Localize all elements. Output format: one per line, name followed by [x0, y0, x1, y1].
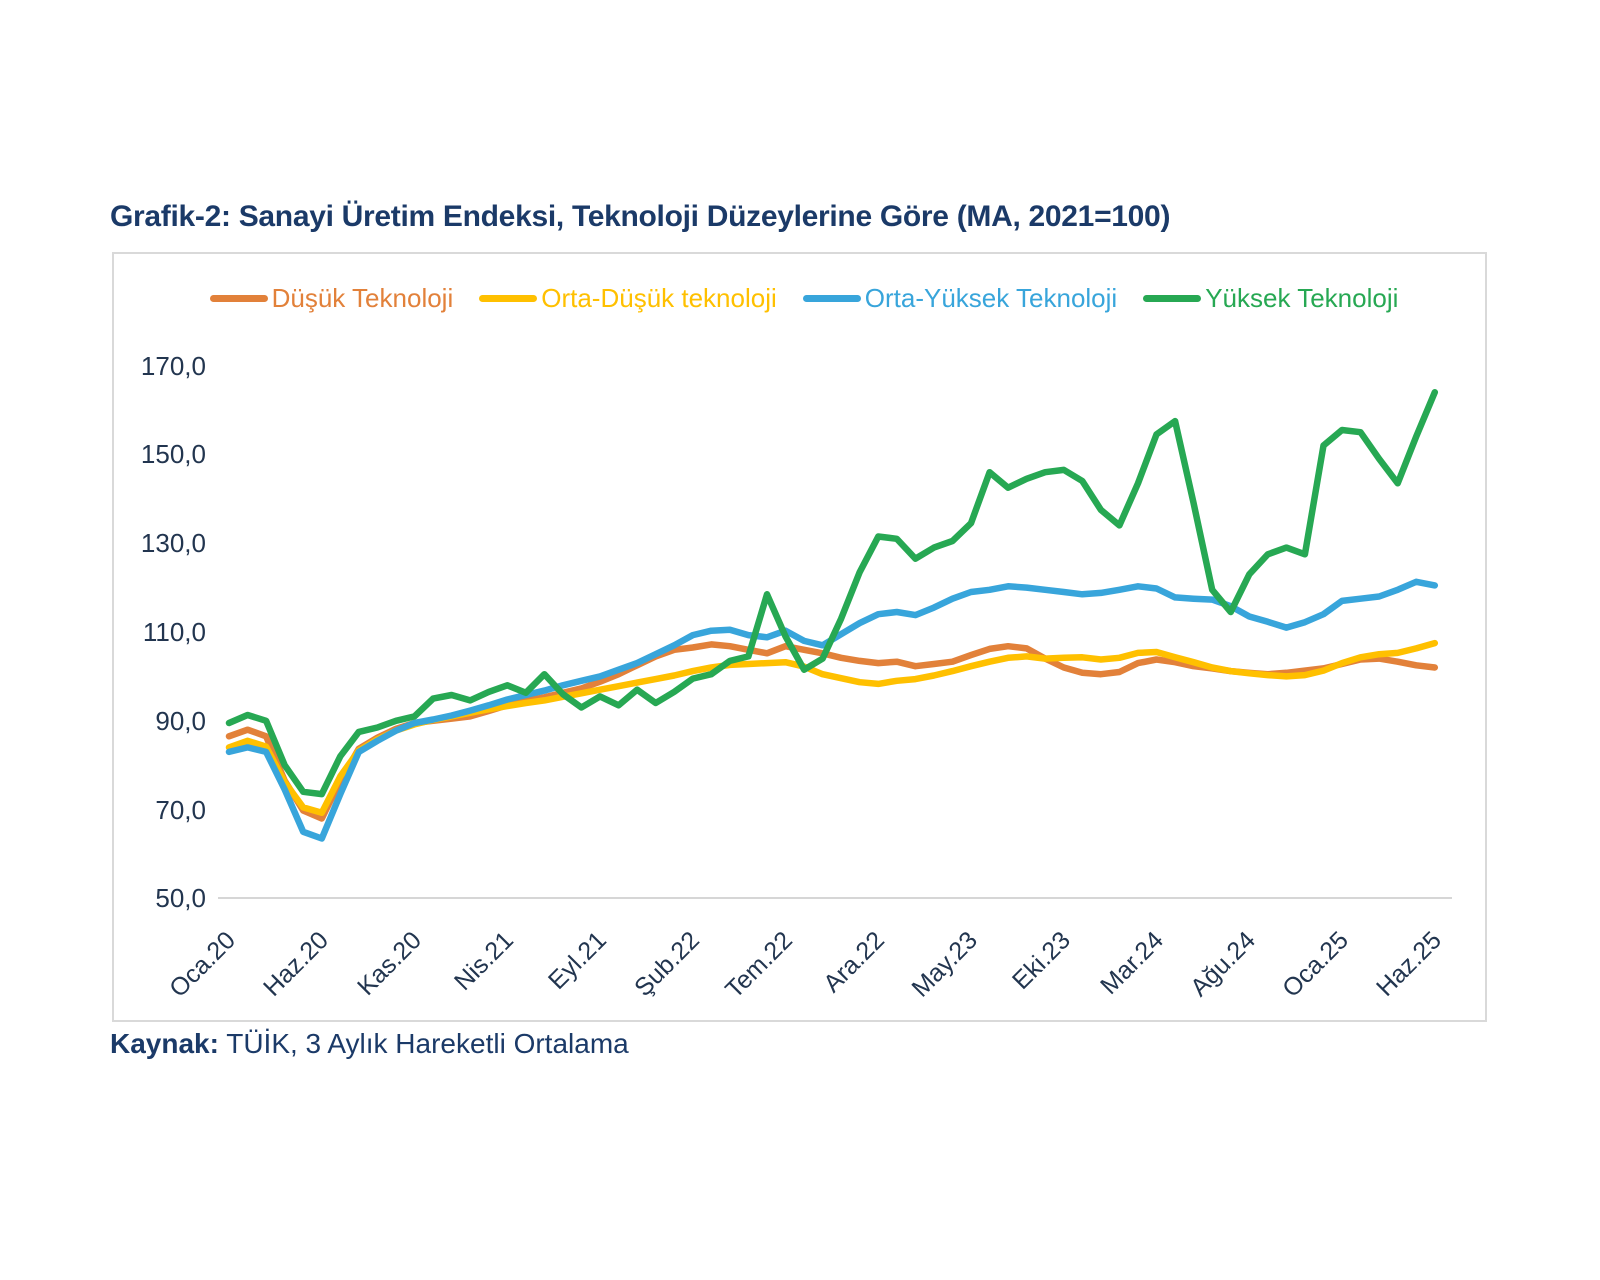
- legend-item-orta-d-k-teknoloji: Orta-Düşük teknoloji: [479, 283, 777, 314]
- chart-area: Düşük Teknoloji Orta-Düşük teknoloji Orta-…: [112, 252, 1487, 1022]
- legend-line-icon: [1143, 294, 1202, 302]
- legend-label: Orta-Düşük teknoloji: [541, 282, 777, 313]
- y-tick-label: 150,0: [140, 439, 206, 470]
- y-tick-label: 90,0: [155, 705, 206, 736]
- legend-item-orta-y-ksek-teknoloji: Orta-Yüksek Teknoloji: [802, 282, 1118, 314]
- legend-item-d-k-teknoloji: Düşük Teknoloji: [209, 282, 454, 314]
- series-line-orta-y-ksek-teknoloji: [225, 578, 1439, 842]
- series-line-y-ksek-teknoloji: [225, 388, 1439, 798]
- y-tick-label: 110,0: [142, 617, 206, 647]
- legend-line-icon: [802, 294, 861, 302]
- legend-line-icon: [479, 294, 538, 302]
- source-label: Kaynak:: [110, 1028, 219, 1059]
- legend-label: Orta-Yüksek Teknoloji: [864, 282, 1118, 313]
- legend: Düşük Teknoloji Orta-Düşük teknoloji Orta-…: [174, 280, 1434, 316]
- y-tick-label: 70,0: [155, 794, 206, 825]
- legend-label: Düşük Teknoloji: [271, 282, 454, 313]
- source-text: TÜİK, 3 Aylık Hareketli Ortalama: [218, 1028, 629, 1059]
- chart-title: Grafik-2: Sanayi Üretim Endeksi, Teknolo…: [110, 200, 1171, 233]
- legend-line-icon: [209, 294, 268, 302]
- x-axis-line: [218, 897, 1452, 899]
- source-note: Kaynak: TÜİK, 3 Aylık Hareketli Ortalama: [110, 1028, 629, 1060]
- y-tick-label: 130,0: [140, 528, 206, 559]
- legend-item-y-ksek-teknoloji: Yüksek Teknoloji: [1143, 283, 1398, 314]
- plot-canvas: [225, 388, 1439, 842]
- legend-label: Yüksek Teknoloji: [1205, 282, 1399, 313]
- y-tick-label: 50,0: [155, 883, 206, 914]
- y-tick-label: 170,0: [140, 350, 206, 381]
